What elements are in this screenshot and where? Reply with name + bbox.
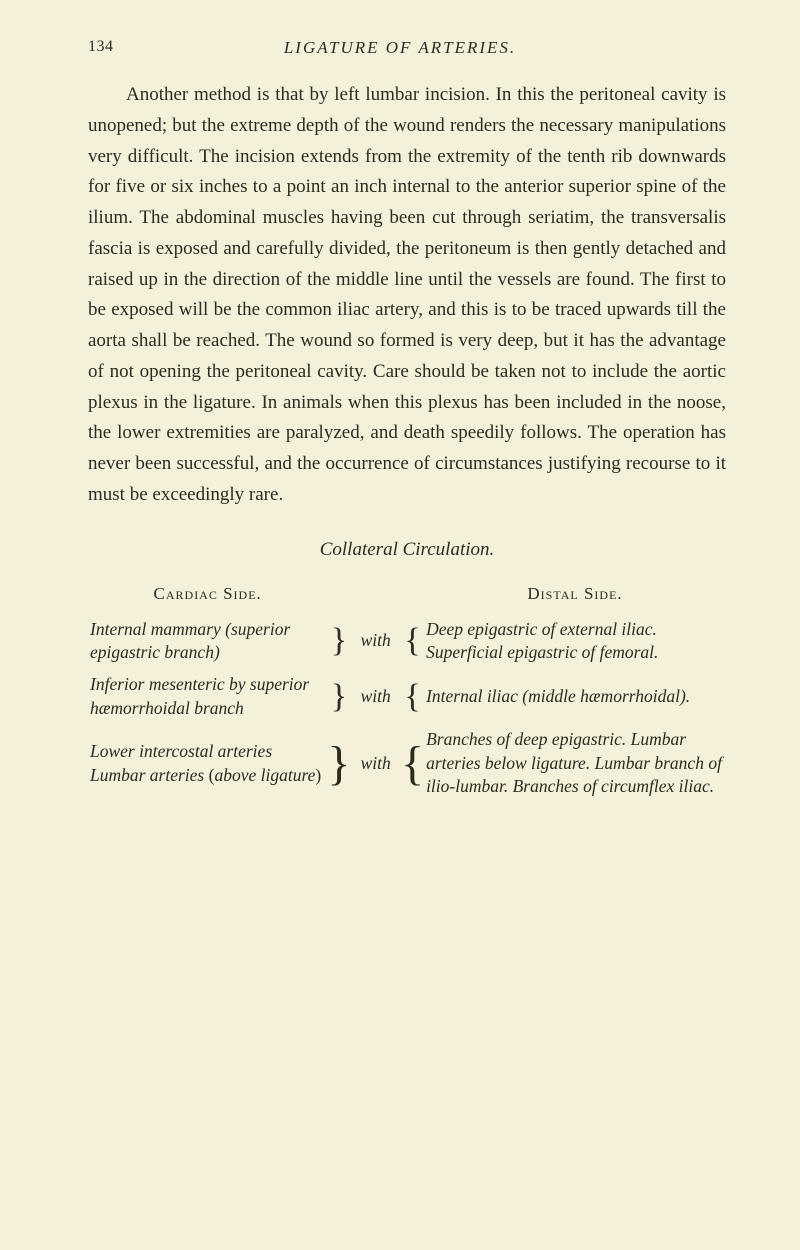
collateral-table: Cardiac Side. Distal Side. Internal mamm… bbox=[88, 579, 726, 803]
cardiac-side-heading: Cardiac Side. bbox=[88, 579, 327, 614]
brace-icon: { bbox=[401, 724, 424, 803]
table-row: Inferior mesenteric by superior hæmorrho… bbox=[88, 669, 726, 724]
brace-icon: } bbox=[327, 669, 350, 724]
brace-icon: { bbox=[401, 614, 424, 669]
cardiac-line-2: Lumbar arteries (above ligature) bbox=[90, 765, 321, 785]
brace-icon: { bbox=[401, 669, 424, 724]
table-row: Internal mammary (superior epigastric br… bbox=[88, 614, 726, 669]
document-page: 134 LIGATURE OF ARTERIES. Another method… bbox=[0, 0, 800, 1250]
with-label: with bbox=[350, 669, 401, 724]
with-label: with bbox=[350, 614, 401, 669]
cardiac-cell: Lower intercostal arteries Lumbar arteri… bbox=[88, 724, 327, 803]
cardiac-cell: Internal mammary (superior epigastric br… bbox=[88, 614, 327, 669]
main-paragraph: Another method is that by left lumbar in… bbox=[88, 80, 726, 511]
distal-cell: Internal iliac (middle hæmorrhoidal). bbox=[424, 669, 726, 724]
brace-icon: } bbox=[327, 724, 350, 803]
page-header: 134 LIGATURE OF ARTERIES. bbox=[88, 38, 726, 56]
cardiac-cell: Inferior mesenteric by superior hæmorrho… bbox=[88, 669, 327, 724]
distal-side-heading: Distal Side. bbox=[424, 579, 726, 614]
table-row: Lower intercostal arteries Lumbar arteri… bbox=[88, 724, 726, 803]
cardiac-line-1: Lower intercostal arteries bbox=[90, 741, 272, 761]
table-heading-row: Cardiac Side. Distal Side. bbox=[88, 579, 726, 614]
running-title: LIGATURE OF ARTERIES. bbox=[0, 38, 800, 58]
distal-cell: Branches of deep epigastric. Lumbar arte… bbox=[424, 724, 726, 803]
with-label: with bbox=[350, 724, 401, 803]
collateral-circulation-title: Collateral Circulation. bbox=[88, 539, 726, 561]
distal-cell: Deep epigastric of external iliac. Super… bbox=[424, 614, 726, 669]
brace-icon: } bbox=[327, 614, 350, 669]
